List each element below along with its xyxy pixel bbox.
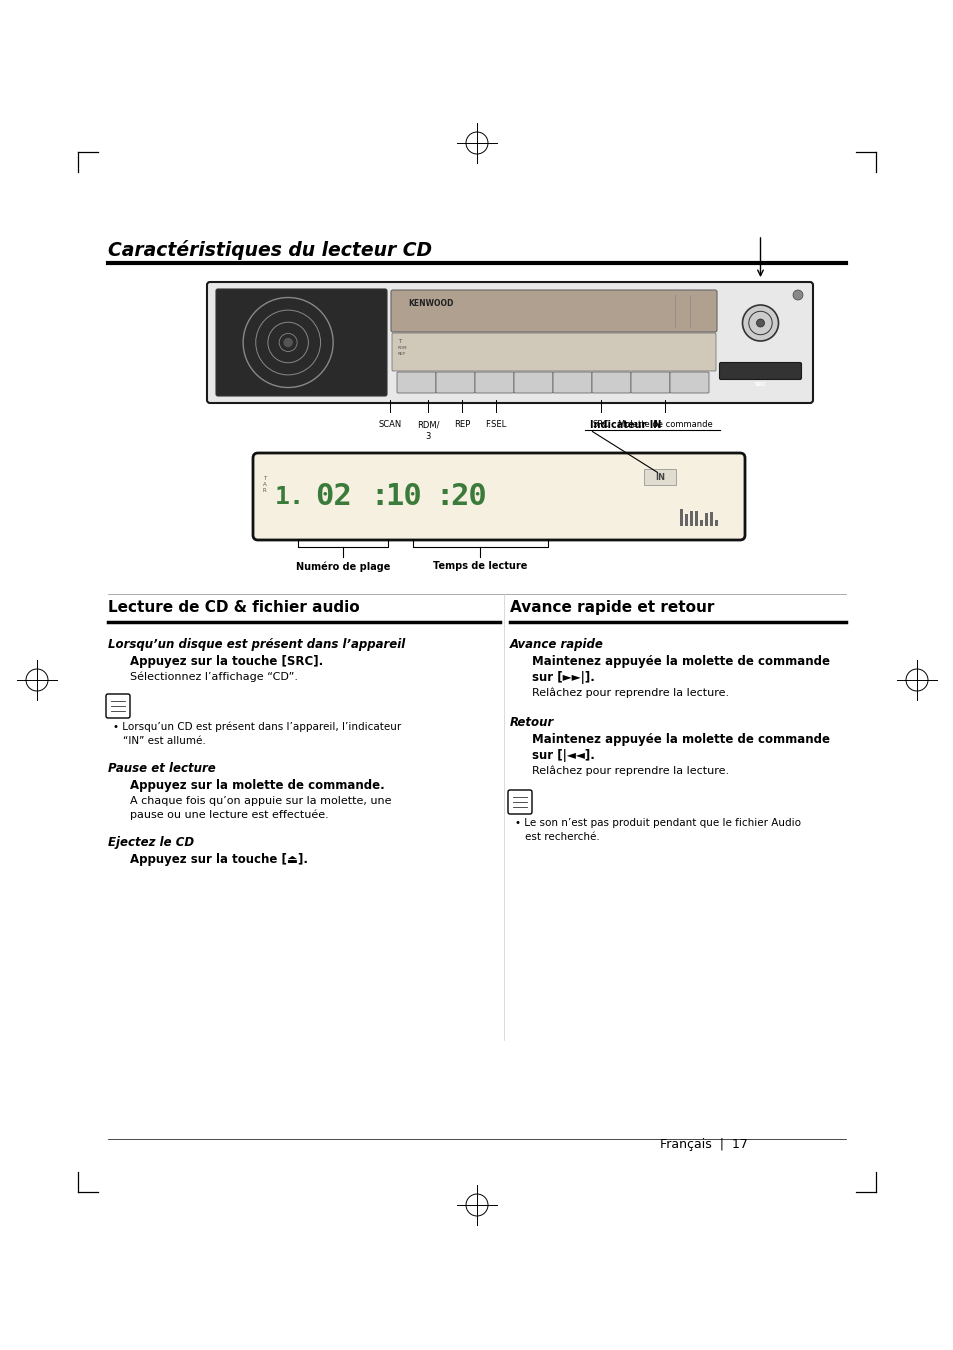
Bar xyxy=(679,518,682,526)
FancyBboxPatch shape xyxy=(669,373,708,393)
Bar xyxy=(704,520,707,526)
Text: pause ou une lecture est effectuée.: pause ou une lecture est effectuée. xyxy=(130,810,329,821)
Text: T: T xyxy=(397,339,401,344)
Bar xyxy=(700,514,702,526)
Text: Appuyez sur la touche [SRC].: Appuyez sur la touche [SRC]. xyxy=(130,655,323,668)
Text: Lecture de CD & fichier audio: Lecture de CD & fichier audio xyxy=(108,599,359,616)
Circle shape xyxy=(748,312,771,335)
Bar xyxy=(709,512,712,526)
Text: 10: 10 xyxy=(385,482,421,512)
Text: 02: 02 xyxy=(314,482,352,512)
FancyBboxPatch shape xyxy=(630,373,669,393)
Text: A chaque fois qu’on appuie sur la molette, une: A chaque fois qu’on appuie sur la molett… xyxy=(130,796,391,806)
Text: RDM: RDM xyxy=(397,346,407,350)
Bar xyxy=(689,514,692,526)
Text: Lorsqu’un disque est présent dans l’appareil: Lorsqu’un disque est présent dans l’appa… xyxy=(108,639,405,651)
Text: IN: IN xyxy=(655,472,664,482)
Text: Français  |  17: Français | 17 xyxy=(659,1138,747,1152)
Text: Appuyez sur la molette de commande.: Appuyez sur la molette de commande. xyxy=(130,779,384,792)
Text: • Lorsqu’un CD est présent dans l’appareil, l’indicateur: • Lorsqu’un CD est présent dans l’appare… xyxy=(112,722,401,733)
Text: 1.: 1. xyxy=(274,485,305,509)
Text: Sélectionnez l’affichage “CD”.: Sélectionnez l’affichage “CD”. xyxy=(130,672,297,683)
Text: 3: 3 xyxy=(425,432,430,441)
Text: :: : xyxy=(435,482,453,512)
Text: KENWOOD: KENWOOD xyxy=(408,300,453,309)
Text: :: : xyxy=(370,482,388,512)
Text: Avance rapide et retour: Avance rapide et retour xyxy=(510,599,714,616)
Circle shape xyxy=(792,290,802,300)
Bar xyxy=(714,518,718,526)
Text: REP: REP xyxy=(397,352,406,356)
FancyBboxPatch shape xyxy=(643,468,676,485)
Circle shape xyxy=(741,305,778,342)
FancyBboxPatch shape xyxy=(392,333,716,371)
Circle shape xyxy=(284,339,292,347)
FancyBboxPatch shape xyxy=(553,373,592,393)
Text: Relâchez pour reprendre la lecture.: Relâchez pour reprendre la lecture. xyxy=(532,688,728,698)
FancyBboxPatch shape xyxy=(396,373,436,393)
Text: “IN” est allumé.: “IN” est allumé. xyxy=(123,736,206,747)
Text: Avance rapide: Avance rapide xyxy=(510,639,603,651)
Text: RDM/: RDM/ xyxy=(416,420,438,429)
Text: Numéro de plage: Numéro de plage xyxy=(295,562,390,571)
FancyBboxPatch shape xyxy=(207,282,812,404)
Text: Appuyez sur la touche [⏏].: Appuyez sur la touche [⏏]. xyxy=(130,853,308,865)
FancyBboxPatch shape xyxy=(436,373,475,393)
FancyBboxPatch shape xyxy=(719,363,801,379)
Text: Pause et lecture: Pause et lecture xyxy=(108,761,215,775)
Text: Temps de lecture: Temps de lecture xyxy=(433,562,527,571)
Text: Retour: Retour xyxy=(510,716,554,729)
Text: Caractéristiques du lecteur CD: Caractéristiques du lecteur CD xyxy=(108,240,432,261)
Text: T
A
R: T A R xyxy=(263,477,267,493)
FancyBboxPatch shape xyxy=(215,289,387,396)
Text: SRC: SRC xyxy=(592,420,609,429)
FancyBboxPatch shape xyxy=(514,373,553,393)
FancyBboxPatch shape xyxy=(391,290,717,332)
Text: Indicateur IN: Indicateur IN xyxy=(589,420,660,431)
Bar xyxy=(695,521,698,526)
FancyBboxPatch shape xyxy=(592,373,630,393)
Text: Ejectez le CD: Ejectez le CD xyxy=(108,836,193,849)
Text: Molette de commande: Molette de commande xyxy=(617,420,712,429)
Text: sur [►►|].: sur [►►|]. xyxy=(532,671,595,684)
FancyBboxPatch shape xyxy=(253,454,744,540)
Text: F.SEL: F.SEL xyxy=(485,420,506,429)
Text: Maintenez appuyée la molette de commande: Maintenez appuyée la molette de commande xyxy=(532,733,829,747)
FancyBboxPatch shape xyxy=(507,790,532,814)
Text: sur [|◄◄].: sur [|◄◄]. xyxy=(532,749,595,761)
Text: Relâchez pour reprendre la lecture.: Relâchez pour reprendre la lecture. xyxy=(532,765,728,776)
Text: REP: REP xyxy=(454,420,470,429)
Text: • Le son n’est pas produit pendant que le fichier Audio: • Le son n’est pas produit pendant que l… xyxy=(515,818,801,828)
Bar xyxy=(684,514,687,526)
Text: 20: 20 xyxy=(450,482,486,512)
Text: est recherché.: est recherché. xyxy=(524,832,599,842)
Circle shape xyxy=(756,319,763,327)
Text: SCAN: SCAN xyxy=(378,420,401,429)
Text: Maintenez appuyée la molette de commande: Maintenez appuyée la molette de commande xyxy=(532,655,829,668)
FancyBboxPatch shape xyxy=(475,373,514,393)
Text: SRC: SRC xyxy=(754,382,766,386)
FancyBboxPatch shape xyxy=(106,694,130,718)
